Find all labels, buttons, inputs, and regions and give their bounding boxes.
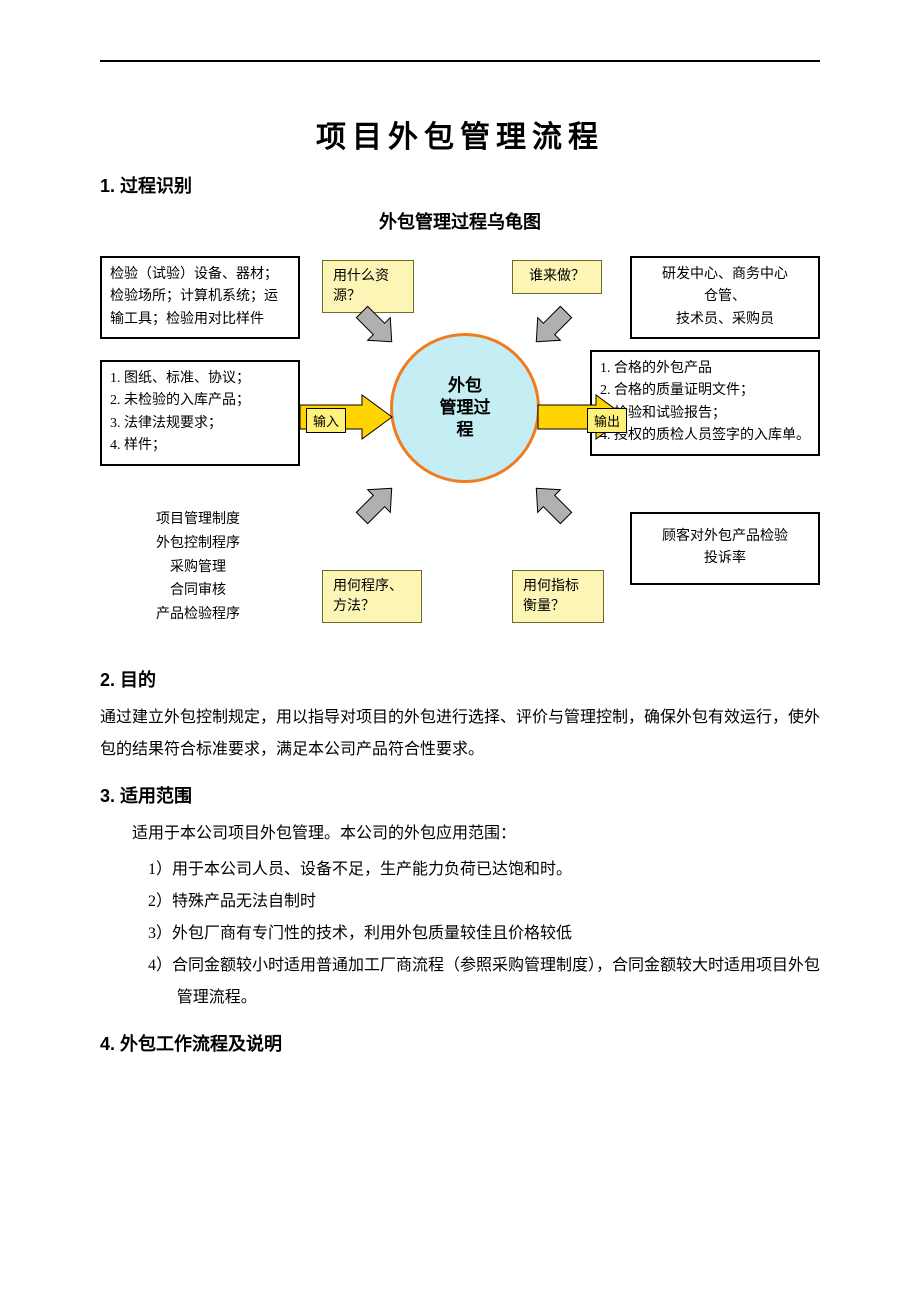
input-label: 输入 xyxy=(306,408,346,433)
section4-heading: 4. 外包工作流程及说明 xyxy=(100,1030,820,1056)
section1-heading: 1. 过程识别 xyxy=(100,172,820,198)
output-label: 输出 xyxy=(587,408,627,433)
top-rule xyxy=(100,60,820,62)
arrow-tl-icon xyxy=(351,301,403,353)
turtle-subtitle: 外包管理过程乌龟图 xyxy=(100,208,820,234)
arrow-tr-icon xyxy=(525,301,577,353)
section3-heading: 3. 适用范围 xyxy=(100,782,820,808)
arrow-bl-icon xyxy=(351,477,403,529)
section3-item: 2）特殊产品无法自制时 xyxy=(148,886,820,918)
arrow-br-icon xyxy=(525,477,577,529)
diagram-arrows xyxy=(100,250,820,650)
section2-heading: 2. 目的 xyxy=(100,666,820,692)
page: 项目外包管理流程 1. 过程识别 外包管理过程乌龟图 检验（试验）设备、器材；检… xyxy=(0,0,920,1106)
section3-lead: 适用于本公司项目外包管理。本公司的外包应用范围： xyxy=(100,818,820,850)
section3-item: 1）用于本公司人员、设备不足，生产能力负荷已达饱和时。 xyxy=(148,854,820,886)
doc-title: 项目外包管理流程 xyxy=(100,112,820,156)
section3-item: 4）合同金额较小时适用普通加工厂商流程（参照采购管理制度），合同金额较大时适用项… xyxy=(148,950,820,1014)
section3-item: 3）外包厂商有专门性的技术，利用外包质量较佳且价格较低 xyxy=(148,918,820,950)
section2-body: 通过建立外包控制规定，用以指导对项目的外包进行选择、评价与管理控制，确保外包有效… xyxy=(100,702,820,766)
turtle-diagram: 检验（试验）设备、器材；检验场所；计算机系统；运输工具；检验用对比样件 研发中心… xyxy=(100,250,820,650)
